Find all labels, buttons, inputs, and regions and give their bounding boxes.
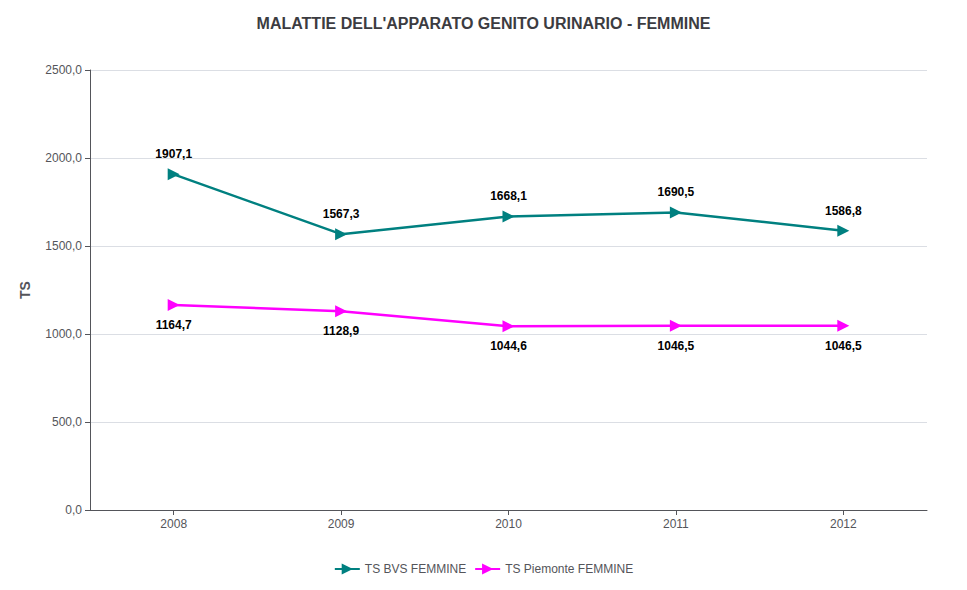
svg-text:2011: 2011 — [663, 517, 689, 531]
svg-text:0,0: 0,0 — [65, 503, 82, 517]
svg-text:1046,5: 1046,5 — [658, 339, 695, 353]
svg-text:1690,5: 1690,5 — [658, 185, 695, 199]
svg-text:2012: 2012 — [830, 517, 857, 531]
svg-text:1164,7: 1164,7 — [156, 318, 192, 332]
svg-text:1586,8: 1586,8 — [825, 204, 862, 218]
svg-text:2008: 2008 — [160, 517, 187, 531]
svg-text:TS Piemonte FEMMINE: TS Piemonte FEMMINE — [505, 562, 633, 576]
svg-text:1567,3: 1567,3 — [323, 207, 360, 221]
svg-text:2010: 2010 — [495, 517, 522, 531]
svg-text:TS: TS — [17, 281, 33, 299]
svg-text:1000,0: 1000,0 — [45, 327, 82, 341]
svg-text:500,0: 500,0 — [52, 415, 82, 429]
svg-text:2009: 2009 — [328, 517, 355, 531]
svg-text:TS BVS FEMMINE: TS BVS FEMMINE — [365, 562, 466, 576]
svg-text:1668,1: 1668,1 — [490, 189, 527, 203]
svg-text:1500,0: 1500,0 — [45, 239, 82, 253]
svg-text:MALATTIE DELL'APPARATO GENITO: MALATTIE DELL'APPARATO GENITO URINARIO -… — [257, 15, 711, 32]
svg-text:1907,1: 1907,1 — [155, 147, 192, 161]
svg-text:2000,0: 2000,0 — [45, 151, 82, 165]
svg-text:1044,6: 1044,6 — [490, 339, 527, 353]
svg-text:1046,5: 1046,5 — [825, 339, 862, 353]
svg-text:2500,0: 2500,0 — [45, 63, 82, 77]
svg-text:1128,9: 1128,9 — [323, 324, 359, 338]
